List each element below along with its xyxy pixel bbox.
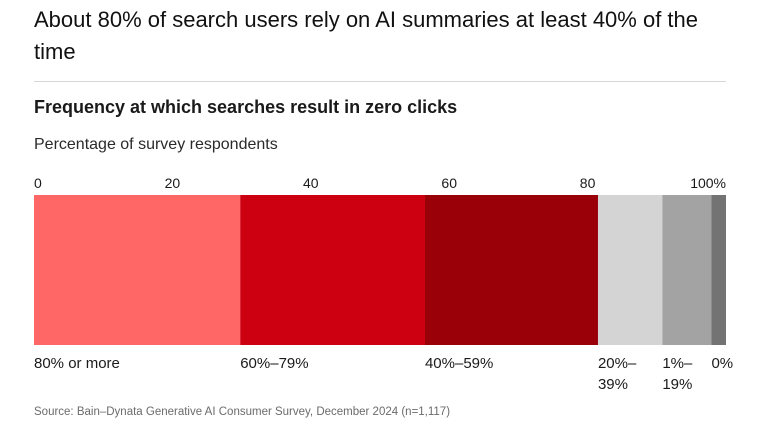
x-tick-label: 0 bbox=[34, 175, 42, 191]
chart-title: Frequency at which searches result in ze… bbox=[34, 97, 458, 117]
chart-subtitle: Percentage of survey respondents bbox=[34, 136, 278, 153]
divider bbox=[34, 81, 726, 82]
bar-segment bbox=[711, 195, 726, 345]
x-tick-label: 80 bbox=[580, 175, 596, 191]
bar-segment bbox=[662, 195, 712, 345]
bar-segment bbox=[34, 195, 241, 345]
x-tick-label: 60 bbox=[441, 175, 457, 191]
category-label: 40%–59% bbox=[425, 355, 493, 372]
category-label: 60%–79% bbox=[240, 355, 308, 372]
bar-segment bbox=[424, 195, 598, 345]
headline: About 80% of search users rely on AI sum… bbox=[34, 7, 699, 64]
category-label: 1%– 19% bbox=[662, 355, 693, 393]
bar-segment bbox=[597, 195, 663, 345]
x-tick-label: 100% bbox=[690, 175, 726, 191]
category-label: 0% bbox=[711, 355, 733, 372]
source-note: Source: Bain–Dynata Generative AI Consum… bbox=[34, 406, 451, 418]
category-label: 20%– 39% bbox=[598, 355, 637, 393]
x-tick-label: 20 bbox=[165, 175, 181, 191]
category-label: 80% or more bbox=[34, 355, 120, 372]
bar-segment bbox=[240, 195, 425, 345]
x-tick-label: 40 bbox=[303, 175, 319, 191]
